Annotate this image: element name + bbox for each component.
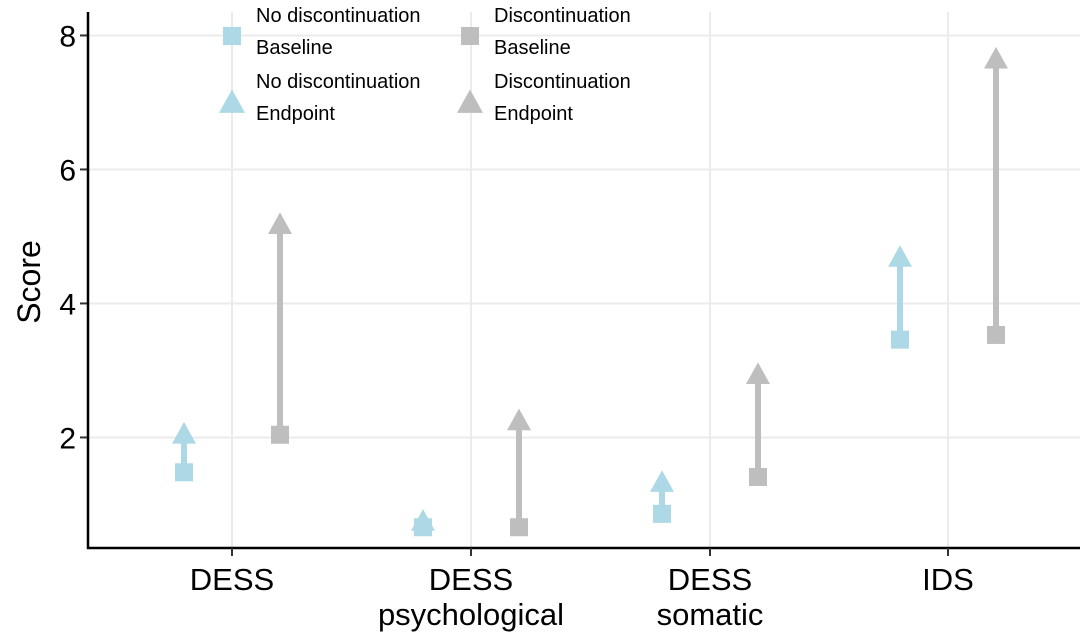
legend-label: Endpoint <box>494 103 573 125</box>
y-tick-label: 8 <box>59 20 76 53</box>
endpoint-point <box>888 245 912 267</box>
x-tick-label: DESS <box>668 562 752 597</box>
baseline-point <box>653 504 671 523</box>
legend-label: Discontinuation <box>494 5 631 27</box>
legend-label: Baseline <box>494 37 571 59</box>
legend-legend: No discontinuation Baseline Discontinuatio… <box>219 5 631 125</box>
baseline-point <box>271 425 289 444</box>
baseline-point <box>891 330 909 349</box>
legend-label: No discontinuation <box>256 5 421 27</box>
endpoint-point <box>172 422 196 444</box>
baseline-point <box>749 467 767 486</box>
legend-label: Discontinuation <box>494 71 631 93</box>
x-tick-label: somatic <box>657 597 764 632</box>
legend-marker-triangle <box>457 89 483 113</box>
x-tick-label: psychological <box>378 597 564 632</box>
endpoint-point <box>984 46 1008 69</box>
legend-marker-square <box>461 27 479 45</box>
endpoint-point <box>507 408 531 431</box>
legend-marker-square <box>223 27 241 45</box>
x-tick-label: DESS <box>190 562 274 597</box>
x-tick-label: DESS <box>429 562 513 597</box>
baseline-point <box>987 325 1005 344</box>
y-tick-label: 4 <box>59 288 76 321</box>
legend-label: Endpoint <box>256 103 335 125</box>
endpoint-point <box>746 362 770 385</box>
baseline-point <box>175 463 193 482</box>
y-axis-title: Score <box>11 240 47 324</box>
x-tick-label: IDS <box>922 562 974 597</box>
endpoint-point <box>268 212 292 234</box>
y-tick-label: 6 <box>59 154 76 187</box>
legend-marker-triangle <box>219 89 245 113</box>
endpoint-point <box>650 470 674 492</box>
endpoint-point <box>411 509 435 531</box>
marks-layer <box>172 46 1008 537</box>
baseline-point <box>510 518 528 537</box>
legend-label: No discontinuation <box>256 71 421 93</box>
legend-label: Baseline <box>256 37 333 59</box>
y-tick-label: 2 <box>59 422 76 455</box>
